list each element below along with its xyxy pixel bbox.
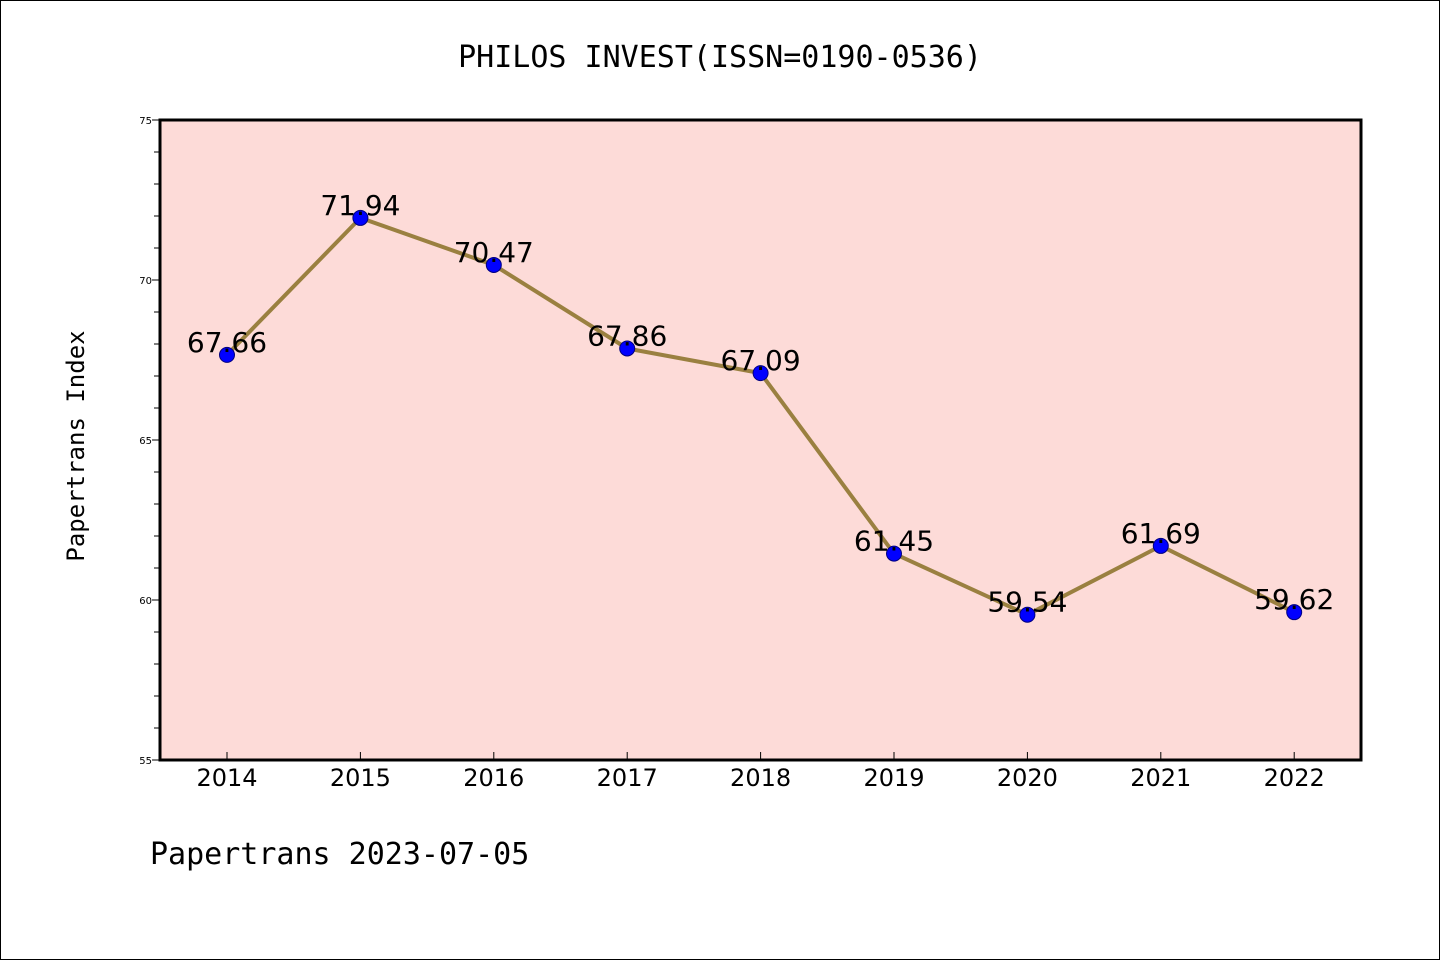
data-point-marker <box>1019 606 1036 623</box>
data-point-marker <box>886 545 902 562</box>
data-label: 61.45 <box>854 525 934 558</box>
data-point-marker <box>219 346 235 363</box>
y-tick-label: 65 <box>139 436 152 447</box>
data-point-marker <box>485 256 502 273</box>
data-point-marker <box>352 209 369 226</box>
y-tick-label: 75 <box>139 116 152 127</box>
x-tick-label: 2017 <box>597 764 658 792</box>
data-label: 59.54 <box>987 586 1067 619</box>
y-tick-label: 55 <box>139 756 152 767</box>
data-label: 71.94 <box>320 189 400 222</box>
x-tick-label: 2021 <box>1130 764 1191 792</box>
data-point-marker <box>1152 537 1169 554</box>
chart-title: PHILOS INVEST(ISSN=0190-0536) <box>458 40 982 75</box>
data-label: 61.69 <box>1121 517 1201 550</box>
plot-area <box>160 120 1361 760</box>
data-point-marker <box>1286 604 1303 621</box>
data-label: 67.86 <box>587 319 667 352</box>
y-axis: 55 60 65 70 75 <box>139 116 160 767</box>
data-label: 70.47 <box>454 236 534 269</box>
data-point-marker <box>619 340 636 357</box>
data-label: 67.09 <box>721 344 801 377</box>
y-tick-label: 70 <box>139 276 152 287</box>
data-label: 67.66 <box>187 326 267 359</box>
footer-date: Papertrans 2023-07-05 <box>150 837 529 872</box>
y-tick-label: 60 <box>139 596 152 607</box>
data-point-marker <box>752 365 769 382</box>
series-markers <box>219 209 1303 623</box>
data-labels: 67.66 71.94 70.47 67.86 67.09 61.45 59.54 61.69… <box>187 189 1334 619</box>
x-tick-label: 2020 <box>997 764 1058 792</box>
data-label: 59.62 <box>1254 583 1334 616</box>
x-tick-label: 2022 <box>1264 764 1325 792</box>
y-axis-label: Papertrans Index <box>62 330 90 561</box>
plot-border <box>158 118 1363 762</box>
x-tick-label: 2014 <box>196 764 257 792</box>
x-tick-label: 2018 <box>730 764 791 792</box>
x-axis: 2014 2015 2016 2017 2018 2019 2020 2021 2022 <box>196 752 1325 792</box>
x-tick-label: 2016 <box>463 764 524 792</box>
x-tick-label: 2015 <box>330 764 391 792</box>
x-tick-label: 2019 <box>863 764 924 792</box>
